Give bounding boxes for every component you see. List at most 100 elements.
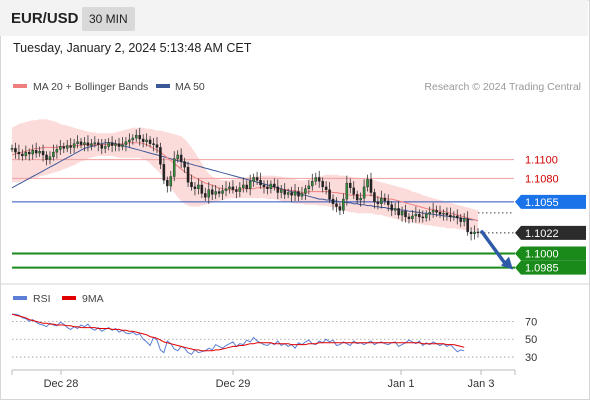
candle-body: [262, 184, 266, 188]
candle-body: [314, 177, 318, 182]
price-tag-3: [515, 225, 586, 240]
ma50-legend-label: MA 50: [175, 81, 205, 93]
candle-body: [110, 142, 114, 146]
x-tick-label-1: Dec 29: [216, 378, 251, 390]
candle-body: [86, 142, 90, 146]
copyright-label: Research © 2024 Trading Central: [424, 81, 581, 93]
candle-body: [10, 148, 14, 150]
candle-body: [349, 182, 352, 189]
candle-body: [166, 180, 169, 187]
candle-body: [45, 154, 48, 160]
candle-body: [376, 201, 380, 204]
candle-body: [103, 146, 107, 149]
rsi-legend-label: RSI: [33, 293, 51, 305]
rsi-ma-line: [11, 313, 465, 352]
candle-body: [242, 184, 245, 189]
candle-body: [41, 150, 45, 156]
candle-body: [421, 216, 425, 219]
candle-body: [217, 191, 221, 194]
candle-body: [362, 186, 366, 199]
header-bar: EUR/USD 30 MIN: [0, 0, 588, 36]
projection-arrow-shaft: [480, 230, 508, 267]
candle-body: [383, 197, 387, 202]
bollinger-legend-swatch: [13, 84, 27, 88]
candle-body: [34, 150, 38, 154]
candle-body: [27, 151, 31, 155]
candle-body: [366, 179, 369, 188]
rsi-level-label-0: 70: [525, 316, 537, 328]
timeframe-badge[interactable]: 30 MIN: [82, 7, 135, 31]
candle-body: [273, 183, 276, 188]
candle-body: [342, 198, 345, 211]
candle-body: [114, 143, 117, 146]
candle-body: [24, 151, 28, 157]
candle-body: [69, 145, 72, 148]
candle-body: [269, 183, 273, 189]
candle-body: [380, 197, 383, 204]
candle-body: [352, 187, 355, 195]
candle-body: [286, 192, 290, 195]
candles-group: [10, 127, 480, 241]
candle-body: [152, 143, 155, 145]
price-level-label-1: 1.1080: [525, 173, 559, 185]
candle-body: [128, 139, 131, 143]
candle-body: [224, 188, 228, 191]
candle-body: [117, 143, 121, 147]
candle-body: [248, 181, 252, 189]
candle-body: [456, 215, 459, 219]
projection-arrow-head: [501, 256, 513, 270]
candle-body: [397, 208, 400, 216]
candle-body: [138, 135, 141, 140]
price-tag-5: [515, 260, 586, 275]
candle-body: [210, 189, 214, 195]
candle-body: [197, 184, 200, 189]
candle-body: [93, 142, 97, 144]
candle-body: [283, 189, 286, 195]
chart-datetime: Tuesday, January 2, 2024 5:13:48 AM CET: [13, 41, 252, 55]
candle-body: [207, 189, 211, 198]
candle-body: [148, 139, 152, 144]
candle-body: [135, 135, 138, 139]
price-tag-4: [515, 246, 586, 261]
x-tick-label-0: Dec 28: [44, 378, 79, 390]
candle-body: [414, 213, 418, 217]
candle-body: [121, 144, 124, 147]
candle-body: [338, 206, 342, 211]
ma20-line: [11, 142, 479, 222]
candle-body: [76, 141, 79, 144]
candle-body: [321, 181, 324, 188]
candle-body: [418, 213, 421, 218]
candle-body: [31, 150, 34, 155]
candle-body: [214, 191, 217, 195]
symbol-label: EUR/USD: [11, 10, 79, 27]
candle-body: [179, 154, 183, 162]
candle-body: [466, 218, 469, 233]
candle-body: [452, 215, 456, 218]
candle-body: [331, 198, 335, 204]
candle-body: [311, 181, 314, 187]
bollinger-band-area: [12, 119, 478, 231]
candle-body: [141, 138, 145, 143]
x-tick-label-3: Jan 3: [468, 378, 495, 390]
candle-body: [14, 148, 17, 153]
ma50-legend-swatch: [156, 84, 170, 88]
rsi-legend-swatch: [13, 296, 27, 300]
rsi-line: [12, 313, 465, 356]
candle-body: [186, 166, 190, 183]
candle-body: [172, 158, 176, 177]
candle-body: [442, 212, 445, 215]
candle-body: [55, 149, 59, 153]
candle-body: [228, 186, 231, 189]
candle-body: [404, 211, 407, 218]
candle-body: [204, 193, 207, 198]
candle-body: [107, 142, 110, 147]
candle-body: [359, 197, 362, 201]
candle-body: [279, 189, 283, 193]
candle-body: [266, 186, 269, 189]
candle-body: [297, 191, 300, 197]
price-level-label-5: 1.0985: [525, 263, 559, 275]
candle-body: [159, 147, 162, 165]
candle-body: [97, 142, 100, 145]
candle-body: [65, 145, 69, 149]
